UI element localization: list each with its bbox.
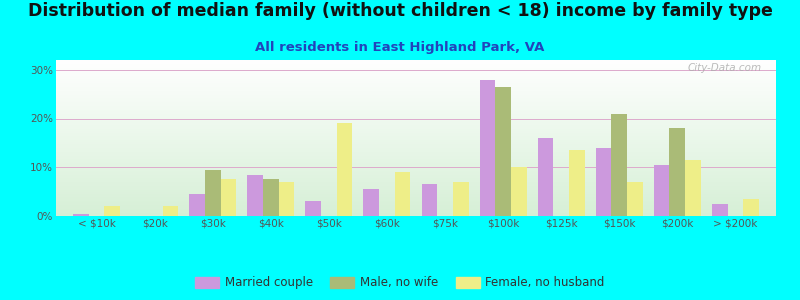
Bar	[569, 150, 585, 216]
Bar	[278, 182, 294, 216]
Bar	[654, 165, 670, 216]
Bar	[670, 128, 685, 216]
Bar	[422, 184, 437, 216]
Bar	[162, 206, 178, 216]
Bar	[596, 148, 611, 216]
Bar	[73, 214, 89, 216]
Bar	[495, 87, 511, 216]
Bar	[363, 189, 379, 216]
Bar	[190, 194, 205, 216]
Bar	[221, 179, 236, 216]
Text: All residents in East Highland Park, VA: All residents in East Highland Park, VA	[255, 40, 545, 53]
Bar	[538, 138, 554, 216]
Text: City-Data.com: City-Data.com	[687, 63, 762, 73]
Bar	[395, 172, 410, 216]
Bar	[685, 160, 701, 216]
Bar	[263, 179, 278, 216]
Legend: Married couple, Male, no wife, Female, no husband: Married couple, Male, no wife, Female, n…	[190, 272, 610, 294]
Bar	[453, 182, 469, 216]
Bar	[743, 199, 759, 216]
Bar	[712, 204, 727, 216]
Bar	[511, 167, 526, 216]
Bar	[611, 114, 627, 216]
Bar	[105, 206, 120, 216]
Text: Distribution of median family (without children < 18) income by family type: Distribution of median family (without c…	[27, 2, 773, 20]
Bar	[306, 201, 321, 216]
Bar	[479, 80, 495, 216]
Bar	[627, 182, 642, 216]
Bar	[337, 123, 353, 216]
Bar	[247, 175, 263, 216]
Bar	[205, 170, 221, 216]
